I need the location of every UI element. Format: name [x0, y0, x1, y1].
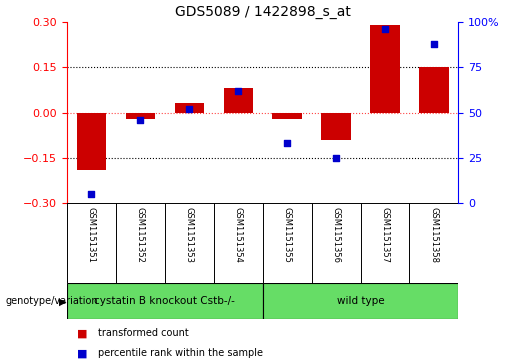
Point	[136, 117, 144, 123]
Bar	[224, 88, 253, 113]
Point	[381, 26, 389, 32]
Bar	[175, 103, 204, 113]
Point	[430, 41, 438, 46]
Text: GSM1151357: GSM1151357	[381, 207, 389, 263]
Text: transformed count: transformed count	[98, 329, 188, 338]
Point	[283, 140, 291, 146]
Text: percentile rank within the sample: percentile rank within the sample	[98, 348, 263, 358]
Point	[185, 106, 194, 112]
Text: wild type: wild type	[337, 296, 384, 306]
Text: ■: ■	[77, 329, 88, 338]
Text: cystatin B knockout Cstb-/-: cystatin B knockout Cstb-/-	[94, 296, 235, 306]
Text: GSM1151353: GSM1151353	[185, 207, 194, 263]
Bar	[126, 113, 155, 119]
Bar	[321, 113, 351, 140]
Point	[234, 88, 242, 94]
Text: GSM1151356: GSM1151356	[332, 207, 340, 263]
Title: GDS5089 / 1422898_s_at: GDS5089 / 1422898_s_at	[175, 5, 351, 19]
Bar	[419, 67, 449, 113]
Text: GSM1151351: GSM1151351	[87, 207, 96, 263]
Point	[332, 155, 340, 161]
Text: GSM1151354: GSM1151354	[234, 207, 243, 263]
Bar	[67, 283, 263, 319]
Text: genotype/variation: genotype/variation	[5, 296, 98, 306]
Text: ▶: ▶	[59, 296, 67, 306]
Text: GSM1151358: GSM1151358	[430, 207, 438, 263]
Text: ■: ■	[77, 348, 88, 358]
Bar	[77, 113, 106, 170]
Bar	[370, 25, 400, 113]
Bar	[263, 283, 458, 319]
Text: GSM1151355: GSM1151355	[283, 207, 291, 263]
Bar	[272, 113, 302, 119]
Text: GSM1151352: GSM1151352	[136, 207, 145, 263]
Point	[88, 191, 96, 197]
